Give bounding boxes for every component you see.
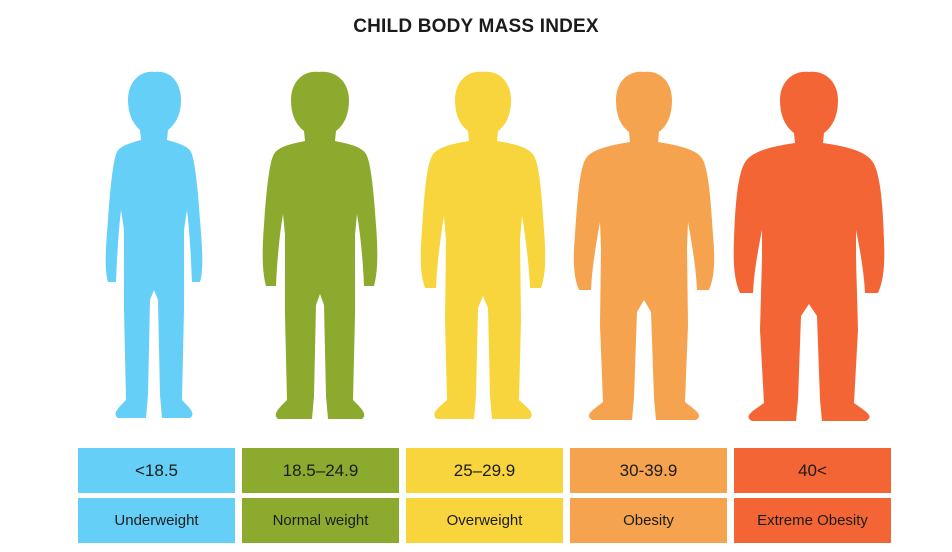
- bmi-column-overweight: 25–29.9 Overweight: [406, 448, 563, 544]
- category-label-cell: Extreme Obesity: [734, 498, 891, 543]
- category-label-cell: Obesity: [570, 498, 727, 543]
- figure-path: [105, 71, 203, 418]
- normal-weight-body-figure: [262, 71, 378, 419]
- range-cell: 30-39.9: [570, 448, 727, 493]
- overweight-body-figure: [420, 71, 546, 419]
- extreme-obesity-body-figure: [733, 71, 885, 421]
- obesity-body-figure: [573, 71, 715, 420]
- category-label-cell: Normal weight: [242, 498, 399, 543]
- range-cell: 18.5–24.9: [242, 448, 399, 493]
- bmi-column-obesity: 30-39.9 Obesity: [570, 448, 727, 544]
- category-label-cell: Overweight: [406, 498, 563, 543]
- figure-path: [733, 71, 885, 421]
- chart-title: CHILD BODY MASS INDEX: [353, 16, 599, 37]
- bmi-column-underweight: <18.5 Underweight: [78, 448, 235, 544]
- underweight-body-figure: [105, 71, 203, 418]
- bmi-category-table: <18.5 Underweight 18.5–24.9 Normal weigh…: [78, 448, 891, 544]
- category-label-cell: Underweight: [78, 498, 235, 543]
- figure-path: [420, 71, 546, 419]
- bmi-column-normal-weight: 18.5–24.9 Normal weight: [242, 448, 399, 544]
- range-cell: <18.5: [78, 448, 235, 493]
- figure-path: [262, 71, 378, 419]
- bmi-column-extreme-obesity: 40< Extreme Obesity: [734, 448, 891, 544]
- range-cell: 25–29.9: [406, 448, 563, 493]
- figure-path: [573, 71, 715, 420]
- range-cell: 40<: [734, 448, 891, 493]
